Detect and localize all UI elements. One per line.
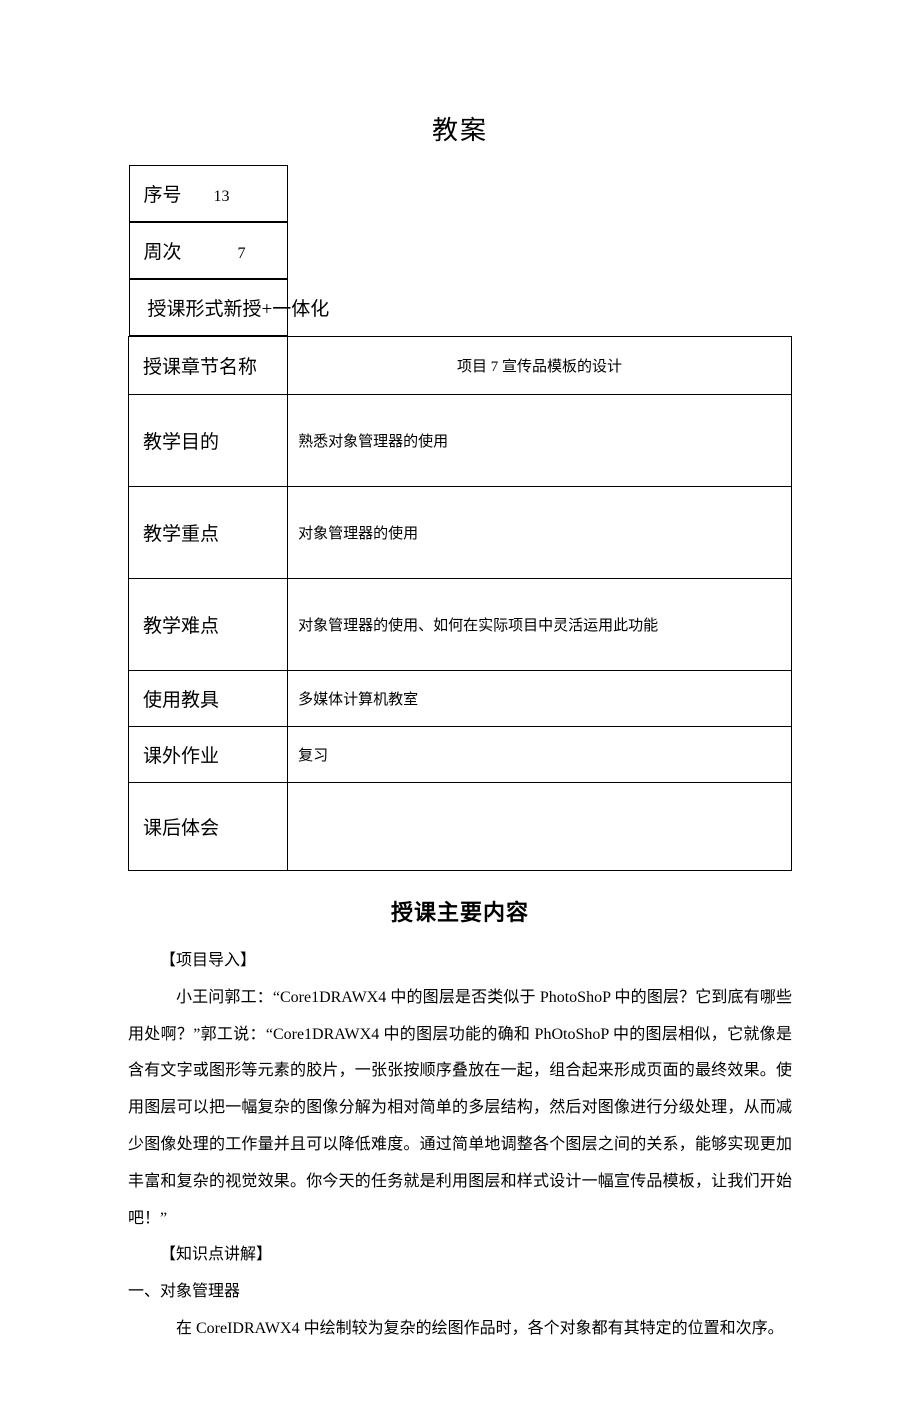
- section-object-manager-heading: 一、对象管理器: [128, 1274, 792, 1311]
- chapter-value: 项目 7 宣传品模板的设计: [288, 337, 792, 395]
- section-object-manager-para: 在 CoreIDRAWX4 中绘制较为复杂的绘图作品时，各个对象都有其特定的位置…: [128, 1311, 792, 1348]
- table-row: 教学目的 熟悉对象管理器的使用: [129, 395, 792, 487]
- week-label: 周次: [144, 237, 182, 264]
- week-value: 7: [238, 245, 246, 263]
- form-cell: 授课形式 新授+一体化: [129, 279, 288, 336]
- content-body: 【项目导入】 小王问郭工：“Core1DRAWX4 中的图层是否类似于 Phot…: [128, 943, 792, 1348]
- tools-value: 多媒体计算机教室: [288, 671, 792, 727]
- table-row: 课外作业 复习: [129, 727, 792, 783]
- difficulty-label: 教学难点: [129, 579, 288, 671]
- homework-value: 复习: [288, 727, 792, 783]
- homework-label: 课外作业: [129, 727, 288, 783]
- table-row: 课后体会: [129, 783, 792, 871]
- form-label: 授课形式: [148, 294, 224, 321]
- section-intro-para: 小王问郭工：“Core1DRAWX4 中的图层是否类似于 PhotoShoP 中…: [128, 980, 792, 1238]
- seq-cell: 序号 13: [129, 165, 288, 222]
- chapter-label: 授课章节名称: [129, 337, 288, 395]
- week-cell: 周次 7: [129, 222, 288, 279]
- seq-label: 序号: [144, 180, 182, 207]
- table-row: 教学难点 对象管理器的使用、如何在实际项目中灵活运用此功能: [129, 579, 792, 671]
- reflection-value: [288, 783, 792, 871]
- table-row: 序号 13 周次 7 授课形式 新授+一体化: [129, 165, 792, 337]
- table-row: 使用教具 多媒体计算机教室: [129, 671, 792, 727]
- tools-label: 使用教具: [129, 671, 288, 727]
- lesson-plan-table: 序号 13 周次 7 授课形式 新授+一体化 授课章节名称 项目 7 宣传品模板…: [128, 165, 792, 871]
- purpose-label: 教学目的: [129, 395, 288, 487]
- page-title: 教案: [128, 110, 792, 147]
- keypoint-value: 对象管理器的使用: [288, 487, 792, 579]
- content-subtitle: 授课主要内容: [128, 895, 792, 927]
- purpose-value: 熟悉对象管理器的使用: [288, 395, 792, 487]
- seq-value: 13: [214, 188, 230, 206]
- keypoint-label: 教学重点: [129, 487, 288, 579]
- section-intro-heading: 【项目导入】: [128, 943, 792, 980]
- reflection-label: 课后体会: [129, 783, 288, 871]
- section-knowledge-heading: 【知识点讲解】: [128, 1237, 792, 1274]
- difficulty-value: 对象管理器的使用、如何在实际项目中灵活运用此功能: [288, 579, 792, 671]
- form-value: 新授+一体化: [224, 294, 330, 321]
- table-row: 授课章节名称 项目 7 宣传品模板的设计: [129, 337, 792, 395]
- table-row: 教学重点 对象管理器的使用: [129, 487, 792, 579]
